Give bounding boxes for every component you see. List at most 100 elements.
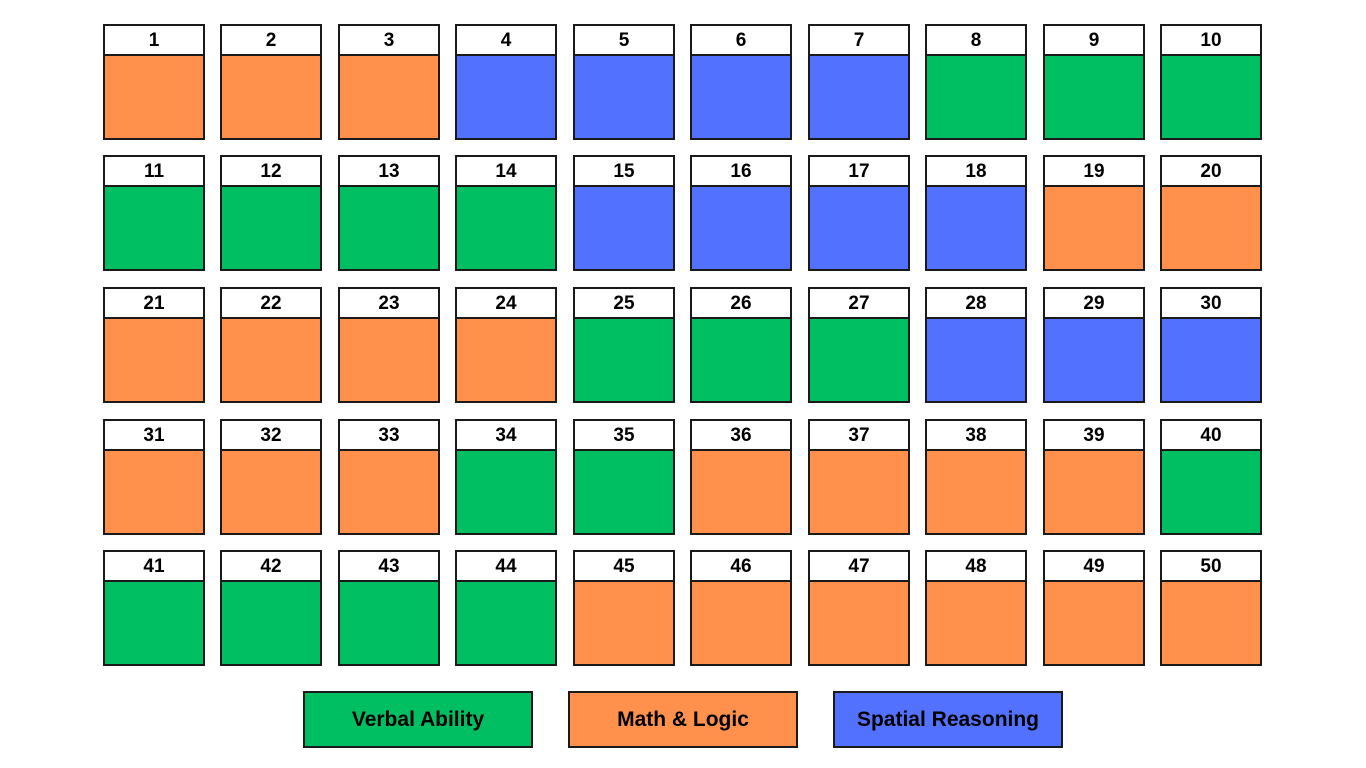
question-cell: 37 (808, 419, 910, 535)
category-swatch-spatial (927, 319, 1025, 401)
category-swatch-spatial (575, 187, 673, 269)
question-cell: 28 (925, 287, 1027, 403)
category-swatch-math (692, 451, 790, 533)
question-cell: 36 (690, 419, 792, 535)
question-cell: 1 (103, 24, 205, 140)
question-number: 31 (105, 421, 203, 451)
question-number: 13 (340, 157, 438, 187)
question-number: 3 (340, 26, 438, 56)
legend-label: Spatial Reasoning (856, 707, 1040, 731)
question-number: 32 (222, 421, 320, 451)
category-swatch-spatial (692, 56, 790, 138)
question-cell: 42 (220, 550, 322, 666)
question-number: 18 (927, 157, 1025, 187)
category-swatch-verbal (692, 319, 790, 401)
category-swatch-math (105, 56, 203, 138)
question-cell: 22 (220, 287, 322, 403)
category-swatch-spatial (810, 187, 908, 269)
category-swatch-verbal (105, 582, 203, 664)
question-cell: 48 (925, 550, 1027, 666)
question-cell: 27 (808, 287, 910, 403)
question-cell: 40 (1160, 419, 1262, 535)
question-cell: 25 (573, 287, 675, 403)
question-number: 50 (1162, 552, 1260, 582)
question-number: 19 (1045, 157, 1143, 187)
category-swatch-verbal (927, 56, 1025, 138)
question-cell: 20 (1160, 155, 1262, 271)
question-cell: 35 (573, 419, 675, 535)
category-swatch-verbal (222, 187, 320, 269)
question-number: 5 (575, 26, 673, 56)
question-number: 47 (810, 552, 908, 582)
category-swatch-math (340, 319, 438, 401)
question-number: 30 (1162, 289, 1260, 319)
category-swatch-verbal (575, 451, 673, 533)
category-swatch-math (810, 582, 908, 664)
question-cell: 10 (1160, 24, 1262, 140)
question-cell: 38 (925, 419, 1027, 535)
category-swatch-math (810, 451, 908, 533)
question-number: 7 (810, 26, 908, 56)
category-swatch-verbal (340, 582, 438, 664)
question-number: 20 (1162, 157, 1260, 187)
category-swatch-verbal (1045, 56, 1143, 138)
category-swatch-verbal (810, 319, 908, 401)
category-swatch-math (222, 451, 320, 533)
question-number: 1 (105, 26, 203, 56)
question-cell: 7 (808, 24, 910, 140)
question-number: 45 (575, 552, 673, 582)
question-number: 35 (575, 421, 673, 451)
category-swatch-math (105, 319, 203, 401)
question-cell: 18 (925, 155, 1027, 271)
question-number: 40 (1162, 421, 1260, 451)
category-swatch-verbal (457, 187, 555, 269)
question-number: 37 (810, 421, 908, 451)
question-cell: 16 (690, 155, 792, 271)
question-cell: 14 (455, 155, 557, 271)
question-cell: 24 (455, 287, 557, 403)
question-cell: 8 (925, 24, 1027, 140)
question-number: 15 (575, 157, 673, 187)
question-number: 23 (340, 289, 438, 319)
question-cell: 50 (1160, 550, 1262, 666)
question-number: 33 (340, 421, 438, 451)
question-number: 38 (927, 421, 1025, 451)
question-number: 36 (692, 421, 790, 451)
question-cell: 23 (338, 287, 440, 403)
question-cell: 26 (690, 287, 792, 403)
question-cell: 3 (338, 24, 440, 140)
question-cell: 29 (1043, 287, 1145, 403)
legend-item-math-logic: Math & Logic (568, 691, 798, 748)
question-cell: 34 (455, 419, 557, 535)
category-swatch-math (1045, 451, 1143, 533)
category-swatch-spatial (810, 56, 908, 138)
question-number: 39 (1045, 421, 1143, 451)
question-number: 41 (105, 552, 203, 582)
legend-label: Math & Logic (617, 707, 749, 731)
question-number: 26 (692, 289, 790, 319)
category-swatch-math (457, 319, 555, 401)
category-swatch-verbal (340, 187, 438, 269)
category-swatch-verbal (105, 187, 203, 269)
category-swatch-spatial (1162, 319, 1260, 401)
category-swatch-verbal (457, 451, 555, 533)
question-cell: 17 (808, 155, 910, 271)
category-swatch-math (222, 56, 320, 138)
legend-item-verbal-ability: Verbal Ability (303, 691, 533, 748)
question-cell: 15 (573, 155, 675, 271)
question-cell: 45 (573, 550, 675, 666)
question-cell: 44 (455, 550, 557, 666)
category-swatch-verbal (1162, 451, 1260, 533)
legend-label: Verbal Ability (351, 707, 485, 731)
question-cell: 47 (808, 550, 910, 666)
category-swatch-math (340, 56, 438, 138)
legend-item-spatial-reasoning: Spatial Reasoning (833, 691, 1063, 748)
question-number: 12 (222, 157, 320, 187)
question-cell: 31 (103, 419, 205, 535)
question-cell: 46 (690, 550, 792, 666)
question-cell: 39 (1043, 419, 1145, 535)
question-number: 42 (222, 552, 320, 582)
category-swatch-verbal (575, 319, 673, 401)
question-cell: 9 (1043, 24, 1145, 140)
question-number: 46 (692, 552, 790, 582)
